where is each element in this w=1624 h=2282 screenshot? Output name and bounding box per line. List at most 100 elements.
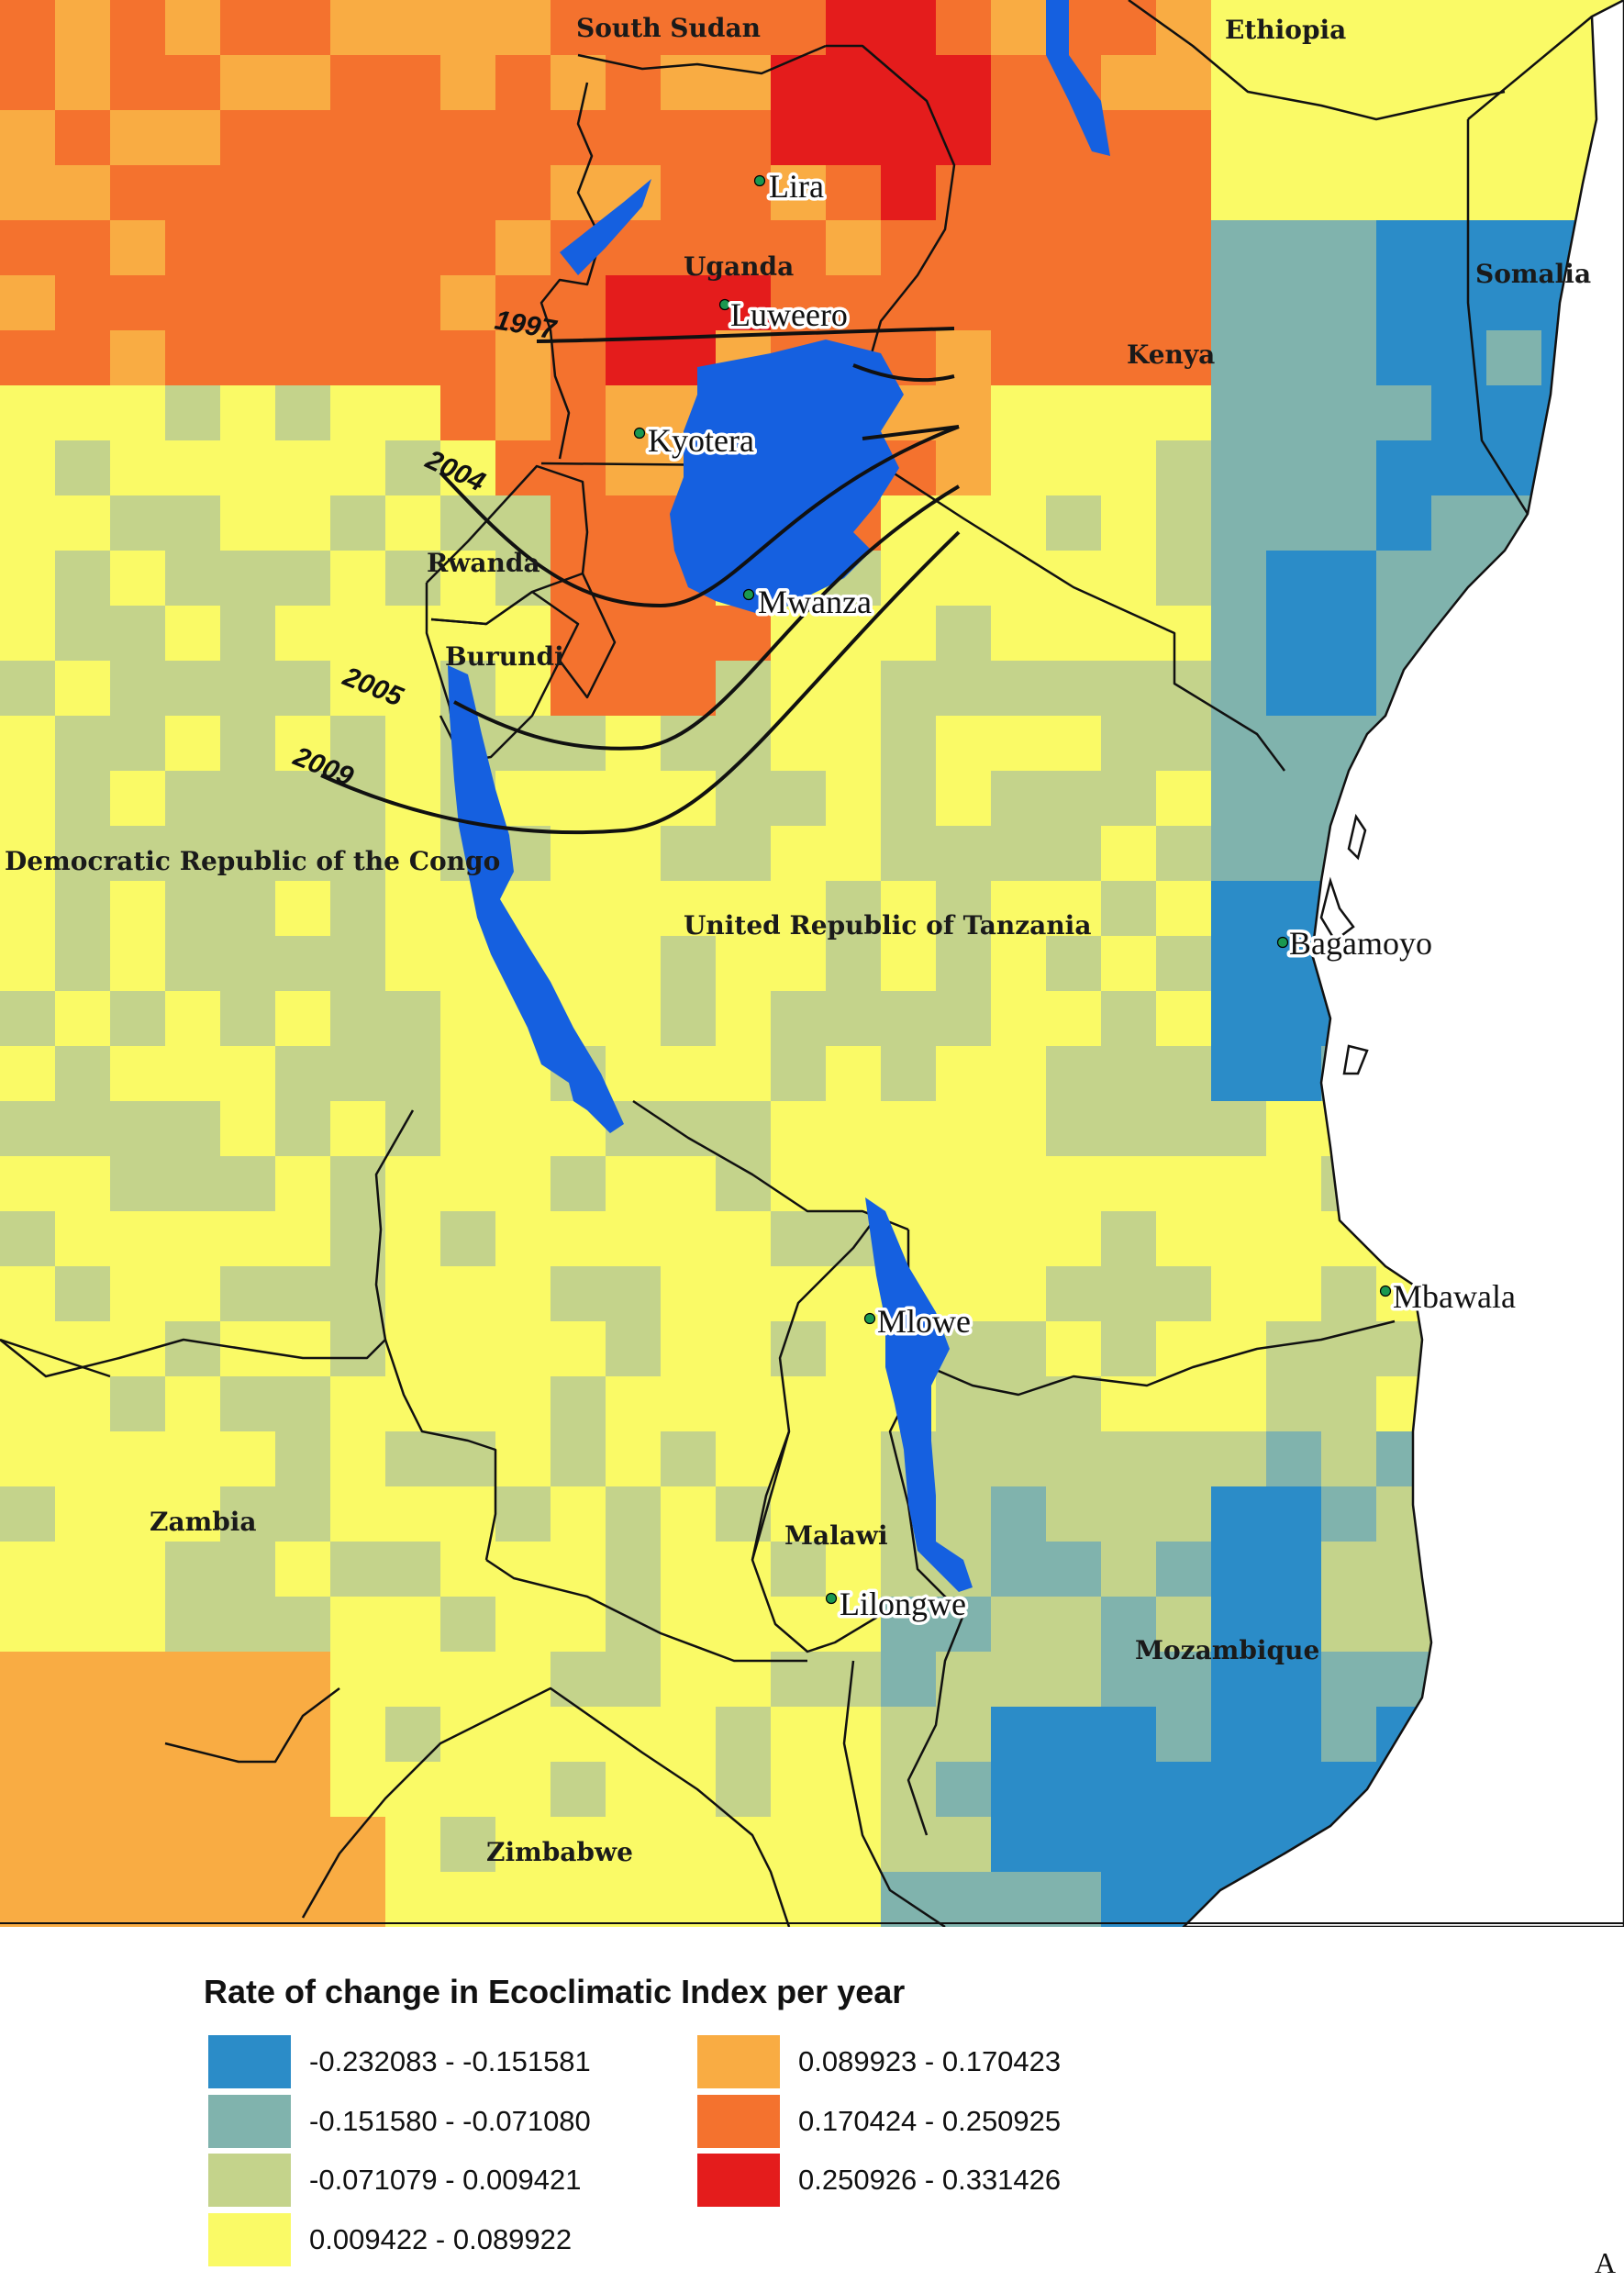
raster-cell	[1046, 1431, 1101, 1486]
raster-cell	[0, 0, 55, 55]
raster-cell	[110, 440, 165, 495]
raster-cell	[440, 110, 495, 165]
lake-tanganyika	[448, 665, 624, 1133]
raster-cell	[0, 1486, 55, 1542]
raster-cell	[716, 991, 771, 1046]
raster-cell	[991, 1046, 1046, 1101]
raster-cell	[606, 385, 661, 440]
raster-cell	[330, 1101, 385, 1156]
raster-cell	[606, 1156, 661, 1211]
raster-cell	[1101, 1266, 1156, 1321]
country-label-rwanda: Rwanda	[427, 548, 540, 578]
raster-cell	[55, 1707, 110, 1762]
raster-cell	[1046, 385, 1101, 440]
raster-cell	[0, 275, 55, 330]
border-zambia-mozambique	[751, 1430, 791, 1561]
raster-cell	[936, 551, 991, 606]
raster-cell	[1321, 1597, 1376, 1652]
map-panel: 1997 2004 2005 2009 South Sudan Ethiopia…	[0, 0, 1624, 1927]
raster-cell	[275, 1321, 330, 1376]
raster-cell	[440, 1046, 495, 1101]
raster-cell	[1211, 1762, 1266, 1817]
raster-cell	[330, 1046, 385, 1101]
raster-cell	[826, 771, 881, 826]
raster-cell	[220, 1046, 275, 1101]
city-markers: Lira Luweero Kyotera Mwanza Bagamoyo Mba…	[633, 165, 1518, 1626]
raster-cell	[55, 551, 110, 606]
raster-cell	[440, 1486, 495, 1542]
raster-cell	[330, 881, 385, 936]
raster-cell	[1266, 110, 1321, 165]
raster-cell	[1101, 551, 1156, 606]
raster-cell	[771, 165, 826, 220]
raster-cell	[1101, 1046, 1156, 1101]
raster-cell	[55, 936, 110, 991]
raster-cell	[1046, 1486, 1101, 1542]
raster-cell	[330, 0, 385, 55]
raster-cell	[606, 1266, 661, 1321]
raster-cell	[165, 1872, 220, 1927]
raster-cell	[716, 1707, 771, 1762]
coastline	[1182, 0, 1624, 1927]
raster-cell	[551, 275, 606, 330]
svg-text:Mwanza: Mwanza	[758, 584, 872, 620]
raster-cell	[330, 1542, 385, 1597]
raster-cell	[936, 661, 991, 716]
raster-cell	[385, 1101, 440, 1156]
raster-cell	[1156, 936, 1211, 991]
raster-cell	[1211, 110, 1266, 165]
raster-cell	[1486, 0, 1541, 55]
raster-cell	[661, 1872, 716, 1927]
raster-cell	[1541, 55, 1596, 110]
raster-cell	[1376, 110, 1431, 165]
legend-label-6: 0.170424 - 0.250925	[798, 2105, 1062, 2137]
city-bagamoyo: Bagamoyo	[1276, 922, 1435, 965]
city-kyotera: Kyotera	[633, 419, 757, 462]
raster-cell	[275, 1431, 330, 1486]
raster-cell	[495, 55, 551, 110]
raster-cell	[1376, 220, 1431, 275]
raster-cell	[1266, 771, 1321, 826]
raster-cell	[110, 1376, 165, 1431]
raster-cell	[495, 1321, 551, 1376]
raster-cell	[1321, 330, 1376, 385]
raster-cell	[1211, 606, 1266, 661]
raster-cell	[716, 881, 771, 936]
raster-cell	[826, 55, 881, 110]
raster-cell	[661, 220, 716, 275]
raster-cell	[1266, 606, 1321, 661]
raster-cell	[1266, 495, 1321, 551]
raster-cell	[275, 716, 330, 771]
raster-cell	[1101, 1542, 1156, 1597]
raster-cell	[551, 1652, 606, 1707]
raster-cell	[1211, 55, 1266, 110]
raster-cell	[606, 606, 661, 661]
raster-cell	[1101, 165, 1156, 220]
raster-cell	[495, 385, 551, 440]
raster-cell	[165, 716, 220, 771]
raster-cell	[275, 495, 330, 551]
raster-cell	[1211, 1652, 1266, 1707]
raster-cell	[110, 826, 165, 881]
raster-cell	[881, 661, 936, 716]
raster-cell	[716, 1817, 771, 1872]
raster-cell	[606, 1707, 661, 1762]
raster-cell	[661, 1707, 716, 1762]
raster-cell	[110, 1321, 165, 1376]
raster-cell	[716, 220, 771, 275]
raster-cell	[1321, 1376, 1376, 1431]
border-ethiopia-somalia	[1467, 16, 1593, 120]
raster-cell	[1266, 1762, 1321, 1817]
raster-cell	[0, 1266, 55, 1321]
raster-cell	[330, 716, 385, 771]
raster-cell	[991, 1542, 1046, 1597]
raster-cell	[881, 220, 936, 275]
border-kenya-tanzania	[871, 457, 1285, 772]
raster-cell	[275, 606, 330, 661]
raster-cell	[1101, 1707, 1156, 1762]
raster-cell	[1046, 936, 1101, 991]
raster-cell	[936, 275, 991, 330]
raster-cell	[55, 1817, 110, 1872]
raster-cell	[881, 275, 936, 330]
raster-cell	[936, 606, 991, 661]
